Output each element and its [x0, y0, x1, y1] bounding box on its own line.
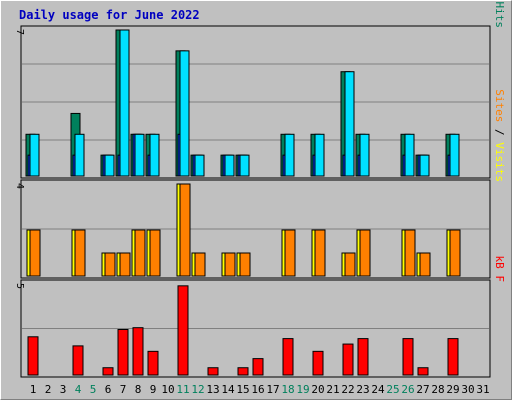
legend-entry: Sites: [493, 89, 506, 122]
sites-bar: [194, 252, 206, 277]
pages-bar: [149, 133, 160, 177]
hits-panel: 7 Pages / Files / Hits: [14, 0, 506, 179]
day-label: 18: [281, 383, 294, 396]
pages-bar: [179, 50, 190, 177]
kbf-bar: [402, 338, 414, 376]
day-label: 22: [341, 383, 354, 396]
sites-bar: [404, 229, 416, 277]
day-label: 1: [30, 383, 37, 396]
kbf-bar: [282, 338, 294, 376]
day-label: 20: [311, 383, 324, 396]
sites-bar: [284, 229, 296, 277]
day-label: 12: [191, 383, 204, 396]
legend-entry: Hits: [493, 2, 506, 29]
pages-bar: [194, 154, 205, 177]
kbf-bar: [342, 343, 354, 376]
day-label: 25: [386, 383, 399, 396]
kbf-bar: [132, 327, 144, 376]
day-label: 4: [75, 383, 82, 396]
kbf-panel: 5 kB F: [14, 256, 506, 378]
day-label: 27: [416, 383, 429, 396]
kbf-bar: [237, 367, 249, 376]
kbf-bar: [447, 338, 459, 376]
pages-bar: [104, 154, 115, 177]
pages-bar: [359, 133, 370, 177]
day-label: 8: [135, 383, 142, 396]
pages-bar: [224, 154, 235, 177]
sites-bar: [29, 229, 41, 277]
sites-bar: [314, 229, 326, 277]
sites-bar: [224, 252, 236, 277]
day-label: 7: [120, 383, 127, 396]
chart-title: Daily usage for June 2022: [19, 8, 200, 22]
visits-panel: 4 Sites / Visits: [14, 89, 506, 279]
day-label: 30: [461, 383, 474, 396]
kbf-bar: [207, 367, 219, 376]
day-label: 23: [356, 383, 369, 396]
day-label: 13: [206, 383, 219, 396]
day-label: 15: [236, 383, 249, 396]
day-label: 21: [326, 383, 339, 396]
pages-bar: [449, 133, 460, 177]
day-label: 16: [251, 383, 264, 396]
y-max-label: 4: [14, 183, 25, 189]
pages-bar: [284, 133, 295, 177]
day-label: 3: [60, 383, 67, 396]
pages-bar: [314, 133, 325, 177]
day-label: 28: [431, 383, 444, 396]
pages-bar: [239, 154, 250, 177]
y-max-label: 5: [14, 283, 25, 289]
legend-entry: Visits: [493, 142, 506, 182]
sites-bar: [104, 252, 116, 277]
day-label: 6: [105, 383, 112, 396]
sites-bar: [119, 252, 131, 277]
kbf-bar: [312, 350, 324, 376]
kbf-bar: [252, 358, 264, 376]
day-label: 29: [446, 383, 459, 396]
sites-bar: [344, 252, 356, 277]
pages-bar: [119, 29, 130, 177]
kbf-bar: [117, 329, 129, 376]
sites-bar: [149, 229, 161, 277]
kbf-bar: [102, 367, 114, 376]
kbf-bar: [177, 285, 189, 376]
day-label: 17: [266, 383, 279, 396]
legend: Pages / Files / Hits: [493, 0, 506, 28]
day-label: 24: [371, 383, 385, 396]
pages-bar: [134, 133, 145, 177]
kbf-bar: [147, 350, 159, 376]
sites-bar: [449, 229, 461, 277]
pages-bar: [344, 71, 355, 177]
sites-bar: [134, 229, 146, 277]
legend: Sites / Visits: [493, 89, 506, 182]
day-label: 14: [221, 383, 235, 396]
sites-bar: [419, 252, 431, 277]
day-label: 2: [45, 383, 52, 396]
day-label: 5: [90, 383, 97, 396]
pages-bar: [419, 154, 430, 177]
sites-bar: [359, 229, 371, 277]
kbf-bar: [357, 338, 369, 376]
legend-entry: /: [493, 0, 506, 2]
y-max-label: 7: [14, 29, 25, 35]
sites-bar: [239, 252, 251, 277]
sites-bar: [74, 229, 86, 277]
kbf-bar: [72, 345, 84, 376]
sites-bar: [179, 183, 191, 277]
kbf-bar: [417, 367, 429, 376]
pages-bar: [29, 133, 40, 177]
day-label: 26: [401, 383, 414, 396]
pages-bar: [74, 133, 85, 177]
day-label: 11: [176, 383, 189, 396]
legend: kB F: [493, 256, 506, 283]
legend-entry: kB F: [493, 256, 506, 283]
day-label: 31: [476, 383, 489, 396]
day-label: 10: [161, 383, 174, 396]
day-label: 9: [150, 383, 157, 396]
day-label: 19: [296, 383, 309, 396]
legend-entry: /: [493, 122, 506, 142]
kbf-bar: [27, 336, 39, 376]
pages-bar: [404, 133, 415, 177]
